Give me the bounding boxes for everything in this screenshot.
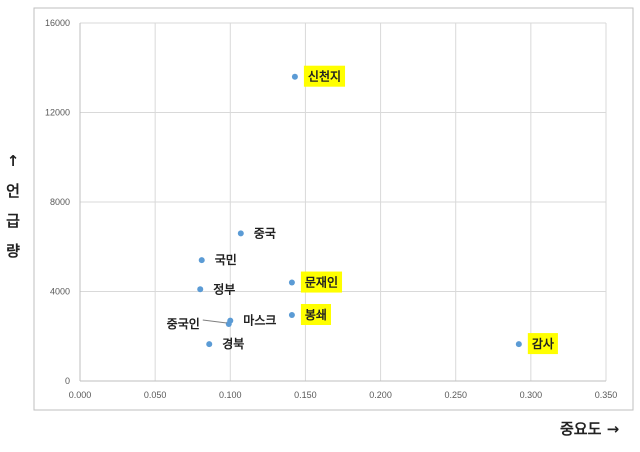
data-point-group: 봉쇄 xyxy=(288,303,331,325)
data-point-label: 중국 xyxy=(254,226,276,240)
x-tick-label: 0.000 xyxy=(69,390,92,400)
y-tick-label: 0 xyxy=(65,376,70,386)
label-leader-line xyxy=(202,319,227,324)
y-axis-label-part: 언 xyxy=(6,182,20,200)
data-point-group: 국민 xyxy=(198,252,237,267)
data-point xyxy=(291,73,298,80)
y-axis-label-text: ↑ 언 급 량 xyxy=(2,146,24,266)
x-tick-label: 0.250 xyxy=(444,390,467,400)
data-point xyxy=(198,257,205,264)
data-point xyxy=(206,341,213,348)
label-highlight xyxy=(303,65,346,87)
data-point-label: 중국인 xyxy=(167,316,200,331)
y-tick-label: 8000 xyxy=(50,197,70,207)
y-axis-label-part: 량 xyxy=(6,242,20,260)
data-point-label: 봉쇄 xyxy=(305,307,327,322)
data-point-group: 신천지 xyxy=(291,65,346,87)
label-highlight xyxy=(300,303,331,325)
data-point-label: 감사 xyxy=(532,336,554,351)
x-tick-label: 0.300 xyxy=(520,390,543,400)
data-point xyxy=(288,311,295,318)
tick-labels: 0.000 0.050 0.100 0.150 0.200 0.250 0.300 0.350… xyxy=(45,18,617,400)
y-tick-label: 4000 xyxy=(50,287,70,297)
data-point-group: 감사 xyxy=(515,333,558,355)
data-point-label: 마스크 xyxy=(243,313,276,328)
data-point xyxy=(225,320,232,327)
data-point-group: 경북 xyxy=(206,337,244,351)
data-point-label: 경북 xyxy=(222,337,244,351)
data-point xyxy=(237,230,244,237)
data-point-group: 중국인 xyxy=(167,316,232,331)
x-tick-label: 0.050 xyxy=(144,390,167,400)
data-point-label: 문재인 xyxy=(305,275,338,290)
data-point-label: 정부 xyxy=(213,281,235,296)
data-point-group: 중국 xyxy=(237,226,276,240)
x-axis-label: 중요도 → xyxy=(560,420,620,438)
axes xyxy=(79,23,606,382)
y-axis-label-part: 급 xyxy=(6,212,20,230)
data-point-label: 신천지 xyxy=(308,69,341,84)
data-point xyxy=(288,279,295,286)
x-tick-label: 0.200 xyxy=(369,390,392,400)
x-tick-label: 0.350 xyxy=(595,390,618,400)
data-point-group: 정부 xyxy=(197,281,235,296)
y-tick-label: 16000 xyxy=(45,18,70,28)
x-tick-label: 0.100 xyxy=(219,390,242,400)
y-axis-label: ↑ 언 급 량 xyxy=(2,146,24,266)
data-point xyxy=(197,286,204,293)
y-axis-label-part: ↑ xyxy=(6,152,20,170)
data-point-group: 문재인 xyxy=(288,271,343,293)
data-point-label: 국민 xyxy=(215,252,237,267)
label-highlight xyxy=(527,333,558,355)
x-tick-label: 0.150 xyxy=(294,390,317,400)
data-point xyxy=(515,341,522,348)
label-highlight xyxy=(300,271,343,293)
y-tick-label: 12000 xyxy=(45,108,70,118)
